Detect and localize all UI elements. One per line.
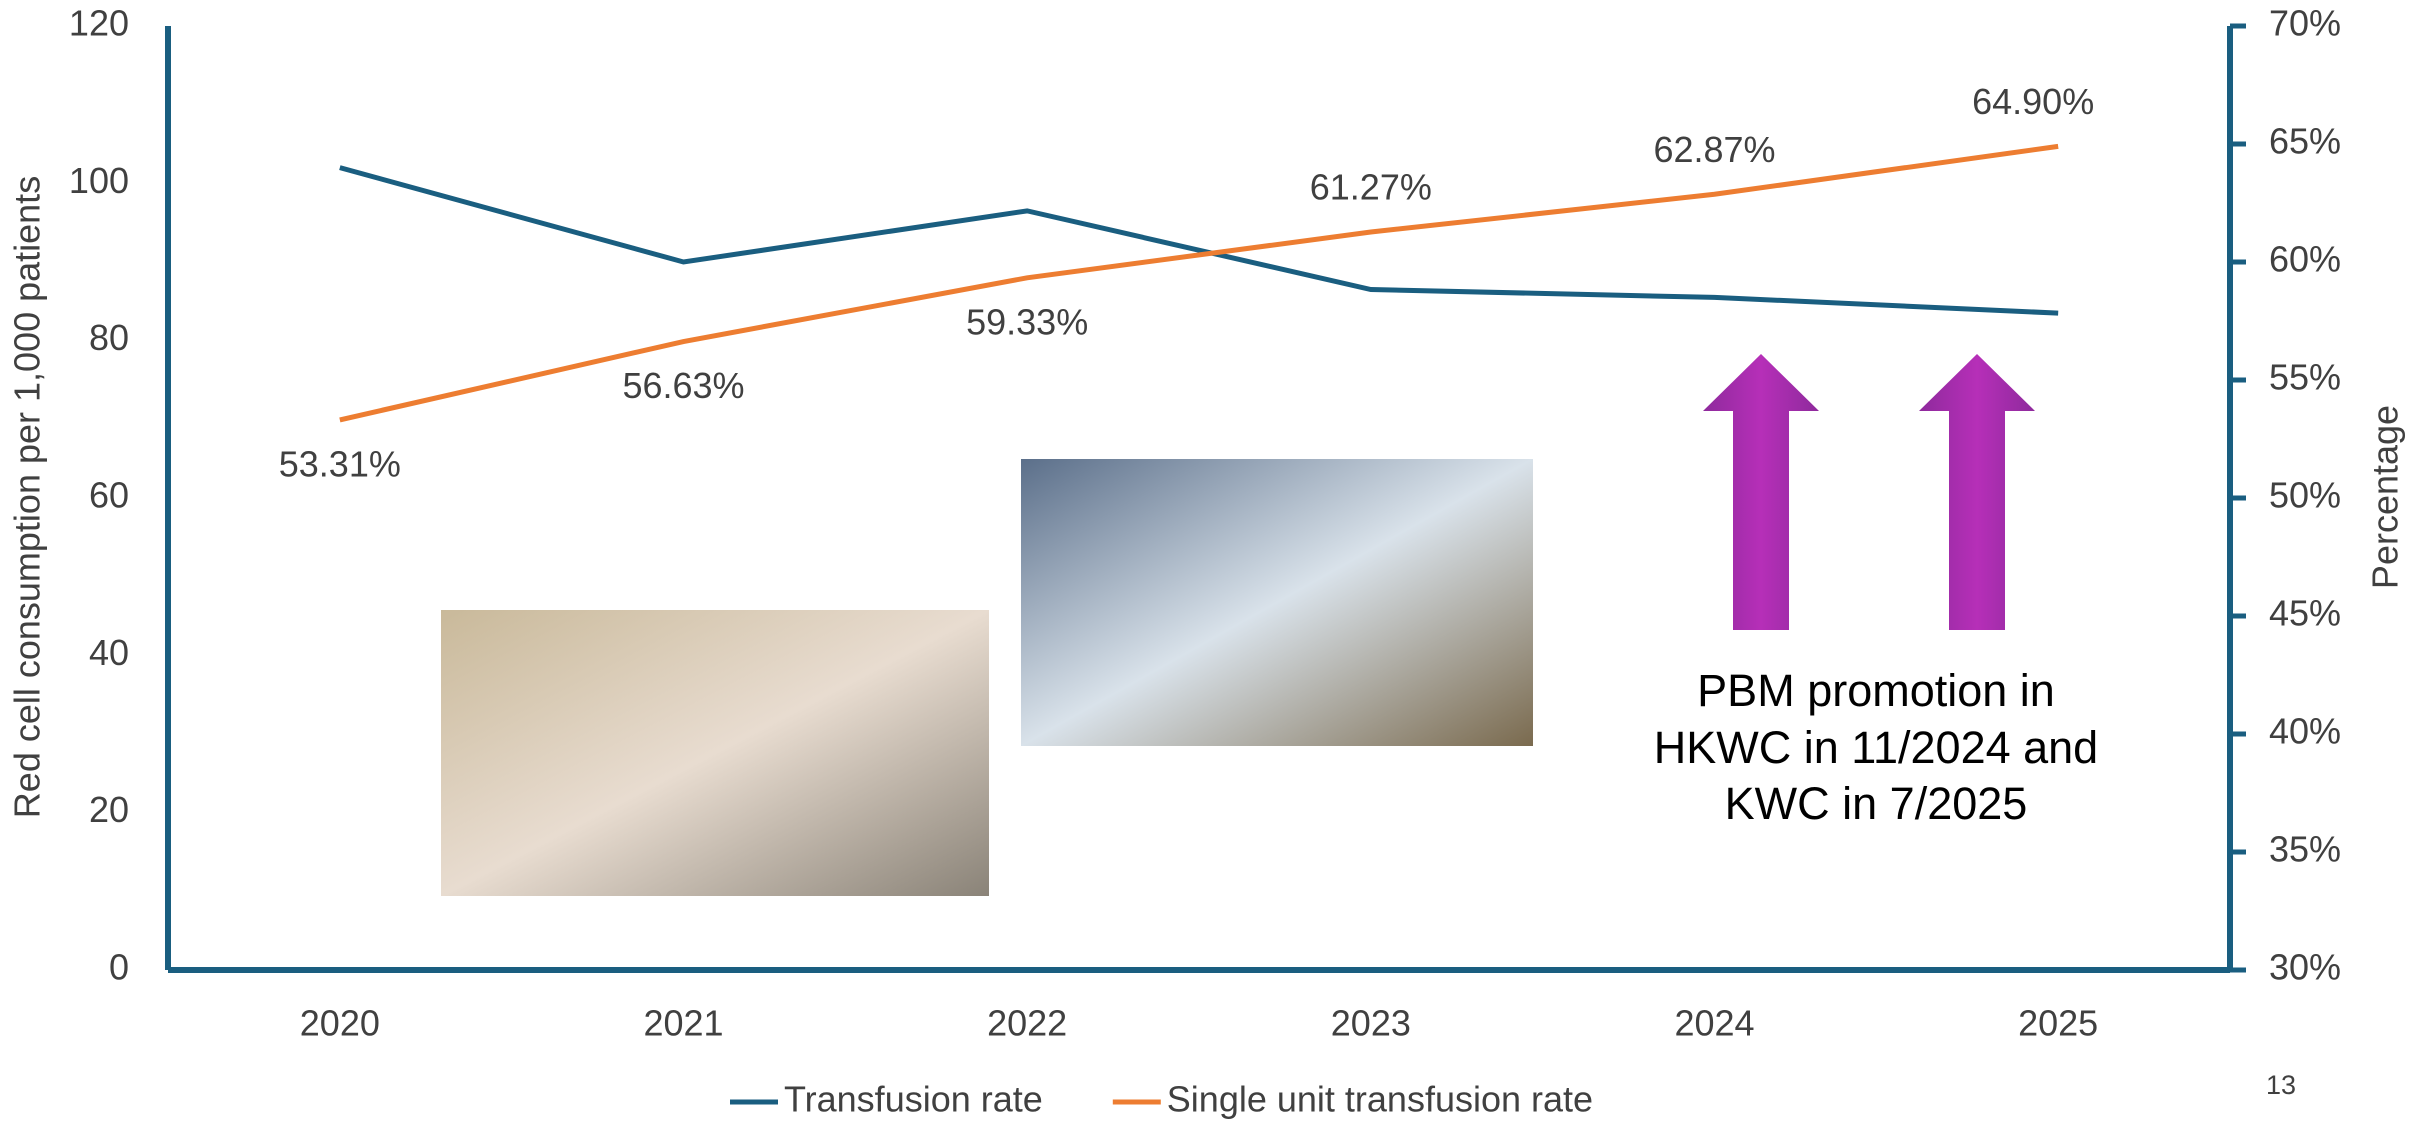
x-tick-label: 2020 xyxy=(300,1003,380,1044)
annotation: KWC in 7/2025 xyxy=(1725,778,2028,829)
y-tick-label: 80 xyxy=(89,317,129,358)
y2-tick-label: 30% xyxy=(2269,947,2341,988)
photo xyxy=(441,610,989,896)
data-label: 53.31% xyxy=(279,443,401,484)
data-label: 64.90% xyxy=(1972,81,2094,122)
page-number: 13 xyxy=(2266,1070,2296,1100)
annotation: HKWC in 11/2024 and xyxy=(1654,722,2098,773)
y2-axis-title: Percentage xyxy=(2365,405,2406,589)
x-tick-label: 2023 xyxy=(1331,1003,1411,1044)
data-label: 61.27% xyxy=(1310,167,1432,208)
data-label: 62.87% xyxy=(1653,129,1775,170)
y-tick-label: 100 xyxy=(69,160,129,201)
y2-tick-label: 65% xyxy=(2269,121,2341,162)
y-axis-title: Red cell consumption per 1,000 patients xyxy=(7,176,48,818)
data-label: 56.63% xyxy=(622,365,744,406)
y2-tick-label: 60% xyxy=(2269,239,2341,280)
data-label: 59.33% xyxy=(966,301,1088,342)
legend-label: Single unit transfusion rate xyxy=(1167,1079,1593,1120)
y-tick-label: 20 xyxy=(89,789,129,830)
y-tick-label: 60 xyxy=(89,475,129,516)
x-tick-label: 2024 xyxy=(1674,1003,1754,1044)
y2-tick-label: 70% xyxy=(2269,3,2341,44)
x-tick-label: 2021 xyxy=(643,1003,723,1044)
line xyxy=(339,165,2059,316)
y-tick-label: 40 xyxy=(89,632,129,673)
photo xyxy=(1021,459,1533,746)
y2-tick-label: 55% xyxy=(2269,357,2341,398)
x-tick-label: 2025 xyxy=(2018,1003,2098,1044)
line xyxy=(339,143,2059,423)
y2-tick-label: 35% xyxy=(2269,829,2341,870)
y2-tick-label: 50% xyxy=(2269,475,2341,516)
y-tick-label: 0 xyxy=(109,947,129,988)
legend-label: Transfusion rate xyxy=(784,1079,1043,1120)
arrow xyxy=(1703,354,1819,630)
annotation: PBM promotion in xyxy=(1697,665,2055,716)
y2-tick-label: 45% xyxy=(2269,593,2341,634)
arrow xyxy=(1919,354,2035,630)
y2-tick-label: 40% xyxy=(2269,711,2341,752)
y-tick-label: 120 xyxy=(69,3,129,44)
x-tick-label: 2022 xyxy=(987,1003,1067,1044)
